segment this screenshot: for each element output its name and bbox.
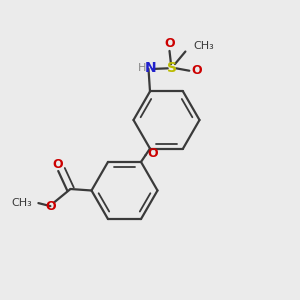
Text: S: S xyxy=(167,61,177,75)
Text: N: N xyxy=(145,61,156,75)
Text: O: O xyxy=(45,200,56,213)
Text: O: O xyxy=(52,158,63,171)
Text: O: O xyxy=(148,147,158,160)
Text: O: O xyxy=(191,64,202,77)
Text: O: O xyxy=(164,37,175,50)
Text: CH₃: CH₃ xyxy=(194,40,214,50)
Text: CH₃: CH₃ xyxy=(12,198,32,208)
Text: H: H xyxy=(138,63,146,73)
